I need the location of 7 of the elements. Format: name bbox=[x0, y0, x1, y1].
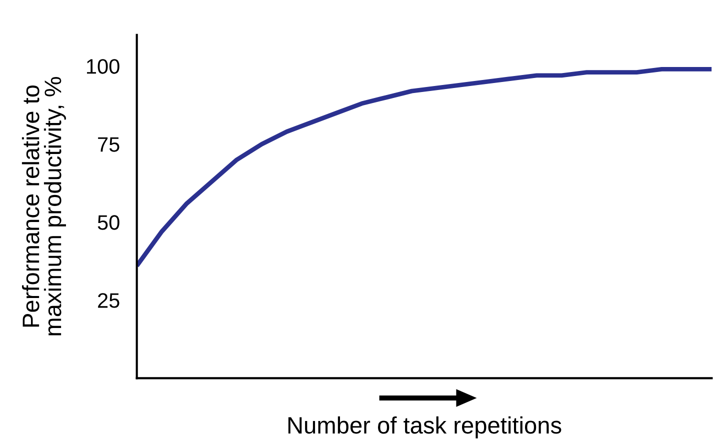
y-tick-label: 50 bbox=[98, 215, 120, 230]
x-axis-title: Number of task repetitions bbox=[288, 416, 562, 438]
y-axis-title: Performance relative to maximum productivity, % bbox=[22, 77, 66, 336]
line-series bbox=[136, 66, 712, 268]
y-tick-label: 75 bbox=[98, 137, 120, 152]
y-tick-label: 25 bbox=[98, 293, 120, 308]
y-tick-label: 100 bbox=[87, 59, 120, 74]
